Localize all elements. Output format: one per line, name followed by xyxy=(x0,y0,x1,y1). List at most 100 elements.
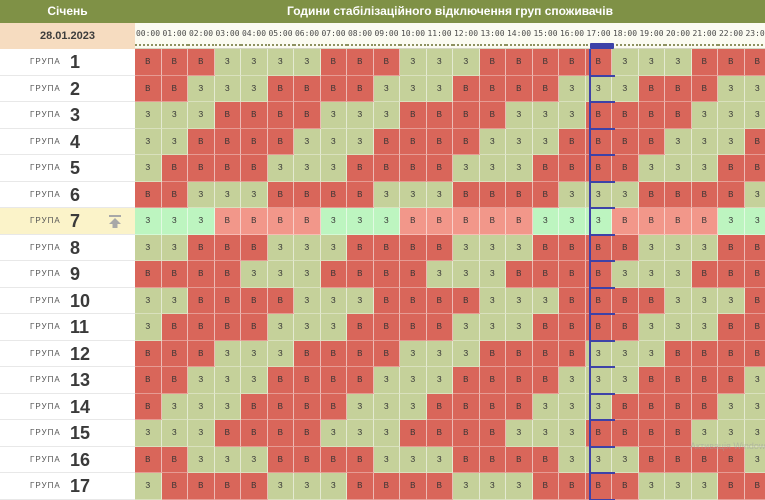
schedule-title: Години стабілізаційного відключення груп… xyxy=(287,4,613,18)
group-row-4[interactable]: ГРУПА 4 З З В В В В З З З В В В В З З З В В В В З З З В xyxy=(0,128,765,155)
schedule-cell: В xyxy=(506,261,533,288)
schedule-cell: З xyxy=(188,75,215,102)
group-label[interactable]: ГРУПА 15 xyxy=(0,420,135,447)
schedule-cell: В xyxy=(214,102,241,129)
group-row-5[interactable]: ГРУПА 5 З В В В В З З З В В В В З З З В В В В З З З В В xyxy=(0,155,765,182)
schedule-cell: В xyxy=(744,314,765,341)
schedule-cell: В xyxy=(479,393,506,420)
current-hour-tick xyxy=(589,472,615,474)
schedule-cell: В xyxy=(638,181,665,208)
schedule-cell: З xyxy=(426,367,453,394)
group-number: 7 xyxy=(70,211,81,231)
schedule-cell: З xyxy=(665,314,692,341)
schedule-cell: В xyxy=(320,393,347,420)
schedule-cell: В xyxy=(479,340,506,367)
schedule-cell: В xyxy=(267,367,294,394)
schedule-cell: З xyxy=(320,208,347,235)
schedule-cell: З xyxy=(718,208,745,235)
schedule-cell: З xyxy=(135,155,162,182)
schedule-cell: З xyxy=(347,128,374,155)
group-label[interactable]: ГРУПА 6 xyxy=(0,181,135,208)
schedule-cell: В xyxy=(691,261,718,288)
schedule-cell: З xyxy=(612,261,639,288)
group-label[interactable]: ГРУПА 11 xyxy=(0,314,135,341)
group-number: 14 xyxy=(70,396,91,417)
group-label[interactable]: ГРУПА 1 xyxy=(0,49,135,76)
schedule-cell: З xyxy=(188,102,215,129)
schedule-cell: В xyxy=(400,287,427,314)
group-row-12[interactable]: ГРУПА 12 В В В З З З В В В В З З З В В В В З З З В В В В xyxy=(0,340,765,367)
group-row-14[interactable]: ГРУПА 14 В З З З В В В В З З З В В В В З З З В В В В З З xyxy=(0,393,765,420)
schedule-cell: З xyxy=(665,128,692,155)
group-row-16[interactable]: ГРУПА 16 В В З З З В В В В З З З В В В В З З З В В В В З xyxy=(0,446,765,473)
hour-1000: 10:00 xyxy=(400,23,426,49)
schedule-cell: В xyxy=(691,181,718,208)
schedule-cell: В xyxy=(161,75,188,102)
group-row-13[interactable]: ГРУПА 13 В В З З З В В В В З З З В В В В З З З В В В В З xyxy=(0,367,765,394)
group-label[interactable]: ГРУПА 7 xyxy=(0,208,135,235)
group-row-1[interactable]: ГРУПА 1 В В В З З З З В В В З З З В В В В В З З З В В В xyxy=(0,49,765,76)
hour-0600: 06:00 xyxy=(294,23,320,49)
schedule-cell: В xyxy=(426,234,453,261)
schedule-cell: В xyxy=(638,128,665,155)
schedule-cell: В xyxy=(691,446,718,473)
group-row-2[interactable]: ГРУПА 2 В В З З З В В В В З З З В В В В З З З В В В З З xyxy=(0,75,765,102)
schedule-cell: В xyxy=(161,340,188,367)
pin-to-top-icon[interactable] xyxy=(108,215,122,228)
schedule-cell: В xyxy=(241,473,268,500)
schedule-cell: В xyxy=(347,261,374,288)
group-row-8[interactable]: ГРУПА 8 З З В В В З З З В В В В З З З В В В В З З З В В xyxy=(0,234,765,261)
group-word: ГРУПА xyxy=(30,428,61,437)
schedule-cell: З xyxy=(479,261,506,288)
group-word: ГРУПА xyxy=(30,163,61,172)
schedule-cell: В xyxy=(373,155,400,182)
schedule-cell: В xyxy=(135,393,162,420)
schedule-cell: В xyxy=(506,393,533,420)
schedule-cell: З xyxy=(161,287,188,314)
group-row-17[interactable]: ГРУПА 17 З В В В В З З З В В В В З З З В В В В З З З В В xyxy=(0,473,765,500)
schedule-cell: З xyxy=(373,102,400,129)
group-label[interactable]: ГРУПА 9 xyxy=(0,261,135,288)
group-label[interactable]: ГРУПА 8 xyxy=(0,234,135,261)
group-label[interactable]: ГРУПА 3 xyxy=(0,102,135,129)
schedule-cell: З xyxy=(744,102,765,129)
schedule-cell: З xyxy=(453,155,480,182)
current-hour-tick xyxy=(589,339,615,342)
hour-header: 28.01.2023 00:00 01:00 02:00 03:00 04:00 05:0… xyxy=(0,23,765,49)
group-label[interactable]: ГРУПА 10 xyxy=(0,287,135,314)
schedule-cell: З xyxy=(453,261,480,288)
group-word: ГРУПА xyxy=(30,375,61,384)
schedule-cell: З xyxy=(320,287,347,314)
schedule-cell: В xyxy=(400,234,427,261)
schedule-cell: З xyxy=(559,181,586,208)
schedule-cell: З xyxy=(294,128,321,155)
group-row-7[interactable]: ГРУПА 7 З З З В В В В З З З В В В В В З З З В В В В З З xyxy=(0,208,765,235)
group-label[interactable]: ГРУПА 16 xyxy=(0,446,135,473)
schedule-cell: В xyxy=(373,49,400,76)
group-label[interactable]: ГРУПА 2 xyxy=(0,75,135,102)
group-label[interactable]: ГРУПА 5 xyxy=(0,155,135,182)
group-row-3[interactable]: ГРУПА 3 З З З В В В В З З З В В В В З З З В В В В З З З xyxy=(0,102,765,129)
group-label[interactable]: ГРУПА 14 xyxy=(0,393,135,420)
schedule-cell: З xyxy=(665,287,692,314)
schedule-cell: З xyxy=(744,75,765,102)
schedule-cell: В xyxy=(612,314,639,341)
schedule-cell: З xyxy=(665,473,692,500)
group-label[interactable]: ГРУПА 12 xyxy=(0,340,135,367)
group-row-15[interactable]: ГРУПА 15 З З З В В В В З З З В В В В З З З В В В В З З З xyxy=(0,420,765,447)
group-label[interactable]: ГРУПА 17 xyxy=(0,473,135,500)
schedule-cell: В xyxy=(532,181,559,208)
group-row-6[interactable]: ГРУПА 6 В В З З З В В В В З З З В В В В З З З В В В В З xyxy=(0,181,765,208)
schedule-cell: З xyxy=(135,287,162,314)
schedule-cell: В xyxy=(479,446,506,473)
group-row-11[interactable]: ГРУПА 11 З В В В В З З З В В В В З З З В В В В З З З В В xyxy=(0,314,765,341)
group-label[interactable]: ГРУПА 13 xyxy=(0,367,135,394)
schedule-cell: В xyxy=(665,446,692,473)
group-row-10[interactable]: ГРУПА 10 З З В В В В З З З В В В В З З З В В В В З З З В xyxy=(0,287,765,314)
hour-0300: 03:00 xyxy=(214,23,241,49)
schedule-cell: В xyxy=(426,314,453,341)
hour-2000: 20:00 xyxy=(665,23,691,49)
schedule-cell: В xyxy=(347,446,374,473)
group-label[interactable]: ГРУПА 4 xyxy=(0,128,135,155)
group-row-9[interactable]: ГРУПА 9 В В В В З З З В В В В З З З В В В В З З З В В В xyxy=(0,261,765,288)
